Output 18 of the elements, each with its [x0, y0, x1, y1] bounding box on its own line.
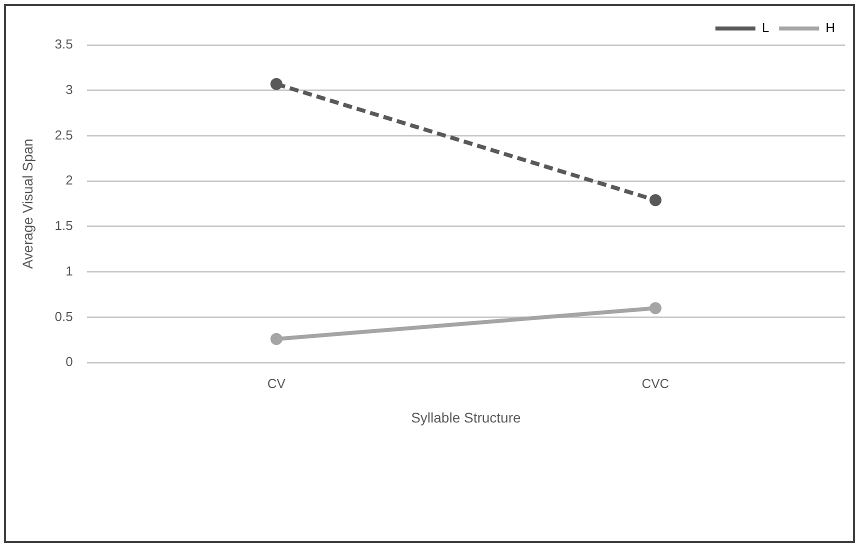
y-tick-label: 1.5 [54, 218, 73, 234]
point [270, 78, 282, 90]
y-tick-label: 3 [66, 82, 73, 97]
x-tick-label: CVC [642, 376, 670, 391]
point [649, 194, 662, 206]
y-tick-label: 1 [66, 263, 73, 278]
y-tick-label: 0.5 [54, 308, 73, 324]
legend-label: H [826, 20, 835, 36]
y-tick-label: 2 [66, 172, 73, 188]
point [270, 333, 282, 346]
legend-label: L [762, 20, 770, 36]
x-tick-label: CV [267, 376, 286, 391]
y-tick-label: 3.5 [54, 36, 73, 52]
y-axis-title: Average Visual Span [19, 138, 36, 269]
x-axis-title: Syllable Structure [411, 409, 522, 426]
y-tick-label: 0 [66, 354, 73, 370]
point [649, 302, 662, 314]
y-tick-label: 2.5 [54, 127, 73, 142]
